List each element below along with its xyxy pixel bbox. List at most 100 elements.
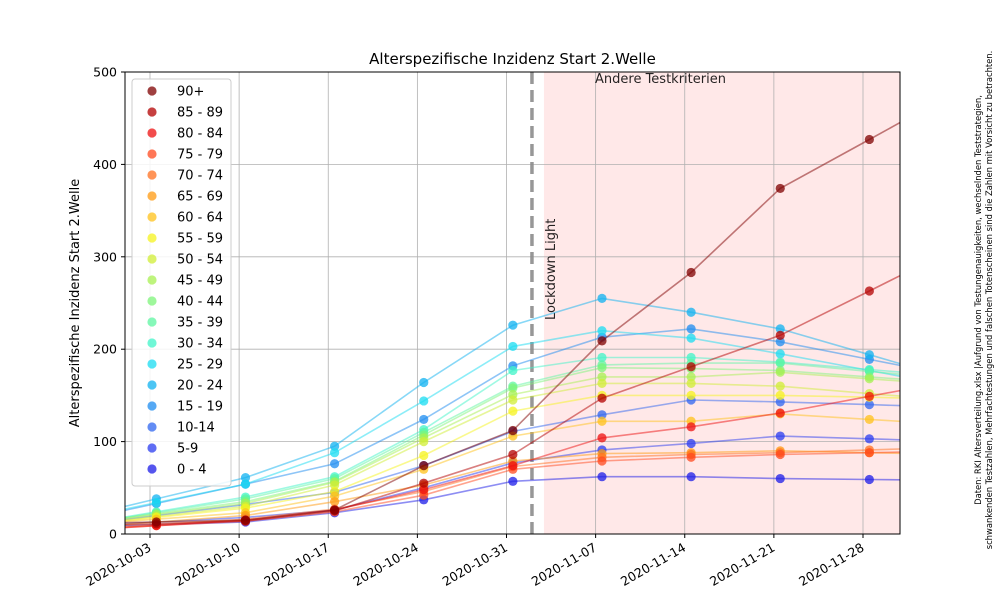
- legend-label: 25 - 29: [177, 358, 223, 373]
- series-layer: [124, 121, 901, 531]
- legend-label: 45 - 49: [177, 274, 223, 289]
- legend: 90+ 85 - 89 80 - 84 75 - 79 70 - 74 65 - 69 60…: [131, 78, 232, 487]
- data-point: [775, 408, 785, 418]
- data-point: [597, 336, 607, 346]
- legend-label: 5-9: [177, 442, 198, 457]
- data-point: [864, 374, 874, 384]
- side-note-line-2: schwankenden Testzahlen, Mehrfachtestung…: [984, 51, 994, 550]
- data-point: [686, 307, 696, 317]
- shaded-region-label: Andere Testkriterien: [595, 72, 726, 87]
- y-tick-label: 300: [93, 249, 117, 264]
- legend-label: 90+: [177, 85, 204, 100]
- data-point: [864, 391, 874, 401]
- data-point: [775, 330, 785, 340]
- data-point: [686, 372, 696, 382]
- data-point: [686, 333, 696, 343]
- data-point: [330, 497, 340, 507]
- x-tick-label: 2020-11-14: [618, 540, 688, 589]
- data-point: [864, 134, 874, 145]
- data-point: [597, 378, 607, 388]
- data-point: [597, 372, 607, 382]
- data-point: [775, 337, 785, 347]
- y-axis-label: Alterspezifische Inzidenz Start 2.Welle: [68, 179, 83, 427]
- data-point: [508, 461, 518, 471]
- legend-label: 10-14: [177, 421, 215, 436]
- data-point: [864, 474, 874, 485]
- legend-label: 0 - 4: [177, 463, 207, 478]
- plot-frame: [124, 71, 901, 535]
- data-point: [240, 515, 251, 525]
- data-point: [686, 362, 696, 372]
- data-point: [775, 390, 785, 400]
- x-tick-label: 2020-11-28: [796, 540, 866, 589]
- legend-marker: [147, 359, 157, 369]
- data-point: [419, 450, 429, 461]
- x-tick-label: 2020-11-07: [529, 540, 599, 589]
- legend-marker: [147, 254, 157, 264]
- legend-marker: [147, 338, 157, 348]
- lockdown-label: Lockdown Light: [544, 219, 559, 320]
- data-point: [240, 473, 251, 483]
- x-tick-label: 2020-10-24: [350, 540, 420, 589]
- data-point: [151, 497, 161, 508]
- data-point: [597, 352, 607, 363]
- y-tick-label: 400: [93, 157, 117, 172]
- data-point: [419, 478, 429, 488]
- legend-label: 30 - 34: [177, 337, 223, 352]
- data-point: [419, 437, 429, 447]
- legend-marker: [147, 86, 157, 96]
- legend-marker: [147, 464, 157, 474]
- data-point: [419, 461, 429, 471]
- data-point: [864, 414, 874, 425]
- legend-marker: [147, 170, 157, 180]
- x-tick-label: 2020-10-03: [83, 540, 153, 589]
- legend-marker: [147, 317, 157, 327]
- legend-label: 20 - 24: [177, 379, 223, 394]
- data-point: [508, 341, 518, 352]
- data-point: [686, 422, 696, 432]
- data-point: [686, 267, 696, 278]
- data-point: [508, 320, 518, 330]
- data-point: [419, 377, 429, 388]
- series-25-29: [124, 326, 901, 510]
- data-point: [508, 449, 518, 460]
- data-point: [240, 479, 251, 489]
- legend-box: [131, 78, 232, 487]
- data-point: [508, 365, 518, 376]
- data-point: [508, 476, 518, 486]
- legend-marker: [147, 296, 157, 306]
- x-tick-label: 2020-11-21: [707, 540, 777, 589]
- data-point: [686, 378, 696, 388]
- x-tick-label: 2020-10-17: [261, 540, 331, 589]
- data-point: [775, 367, 785, 377]
- data-point: [330, 480, 340, 490]
- data-point: [330, 505, 340, 515]
- y-tick-label: 200: [93, 342, 117, 357]
- data-point: [686, 324, 696, 334]
- data-point: [597, 456, 607, 466]
- y-tick-label: 0: [109, 527, 117, 542]
- legend-label: 35 - 39: [177, 316, 223, 331]
- x-tick-label: 2020-10-10: [172, 540, 242, 589]
- data-point: [775, 381, 785, 391]
- legend-label: 75 - 79: [177, 148, 223, 163]
- data-point: [419, 414, 429, 425]
- data-point: [330, 441, 340, 451]
- data-point: [686, 438, 696, 449]
- data-point: [775, 358, 785, 368]
- legend-marker: [147, 275, 157, 285]
- legend-marker: [147, 149, 157, 159]
- legend-marker: [147, 380, 157, 390]
- legend-marker: [147, 233, 157, 243]
- data-point: [775, 473, 785, 484]
- data-point: [597, 472, 607, 482]
- legend-label: 15 - 19: [177, 400, 223, 415]
- data-point: [864, 350, 874, 360]
- legend-label: 50 - 54: [177, 253, 223, 268]
- data-point: [508, 406, 518, 416]
- y-tick-label: 500: [93, 65, 117, 80]
- data-point: [151, 517, 161, 527]
- data-point: [775, 183, 785, 194]
- legend-marker: [147, 212, 157, 222]
